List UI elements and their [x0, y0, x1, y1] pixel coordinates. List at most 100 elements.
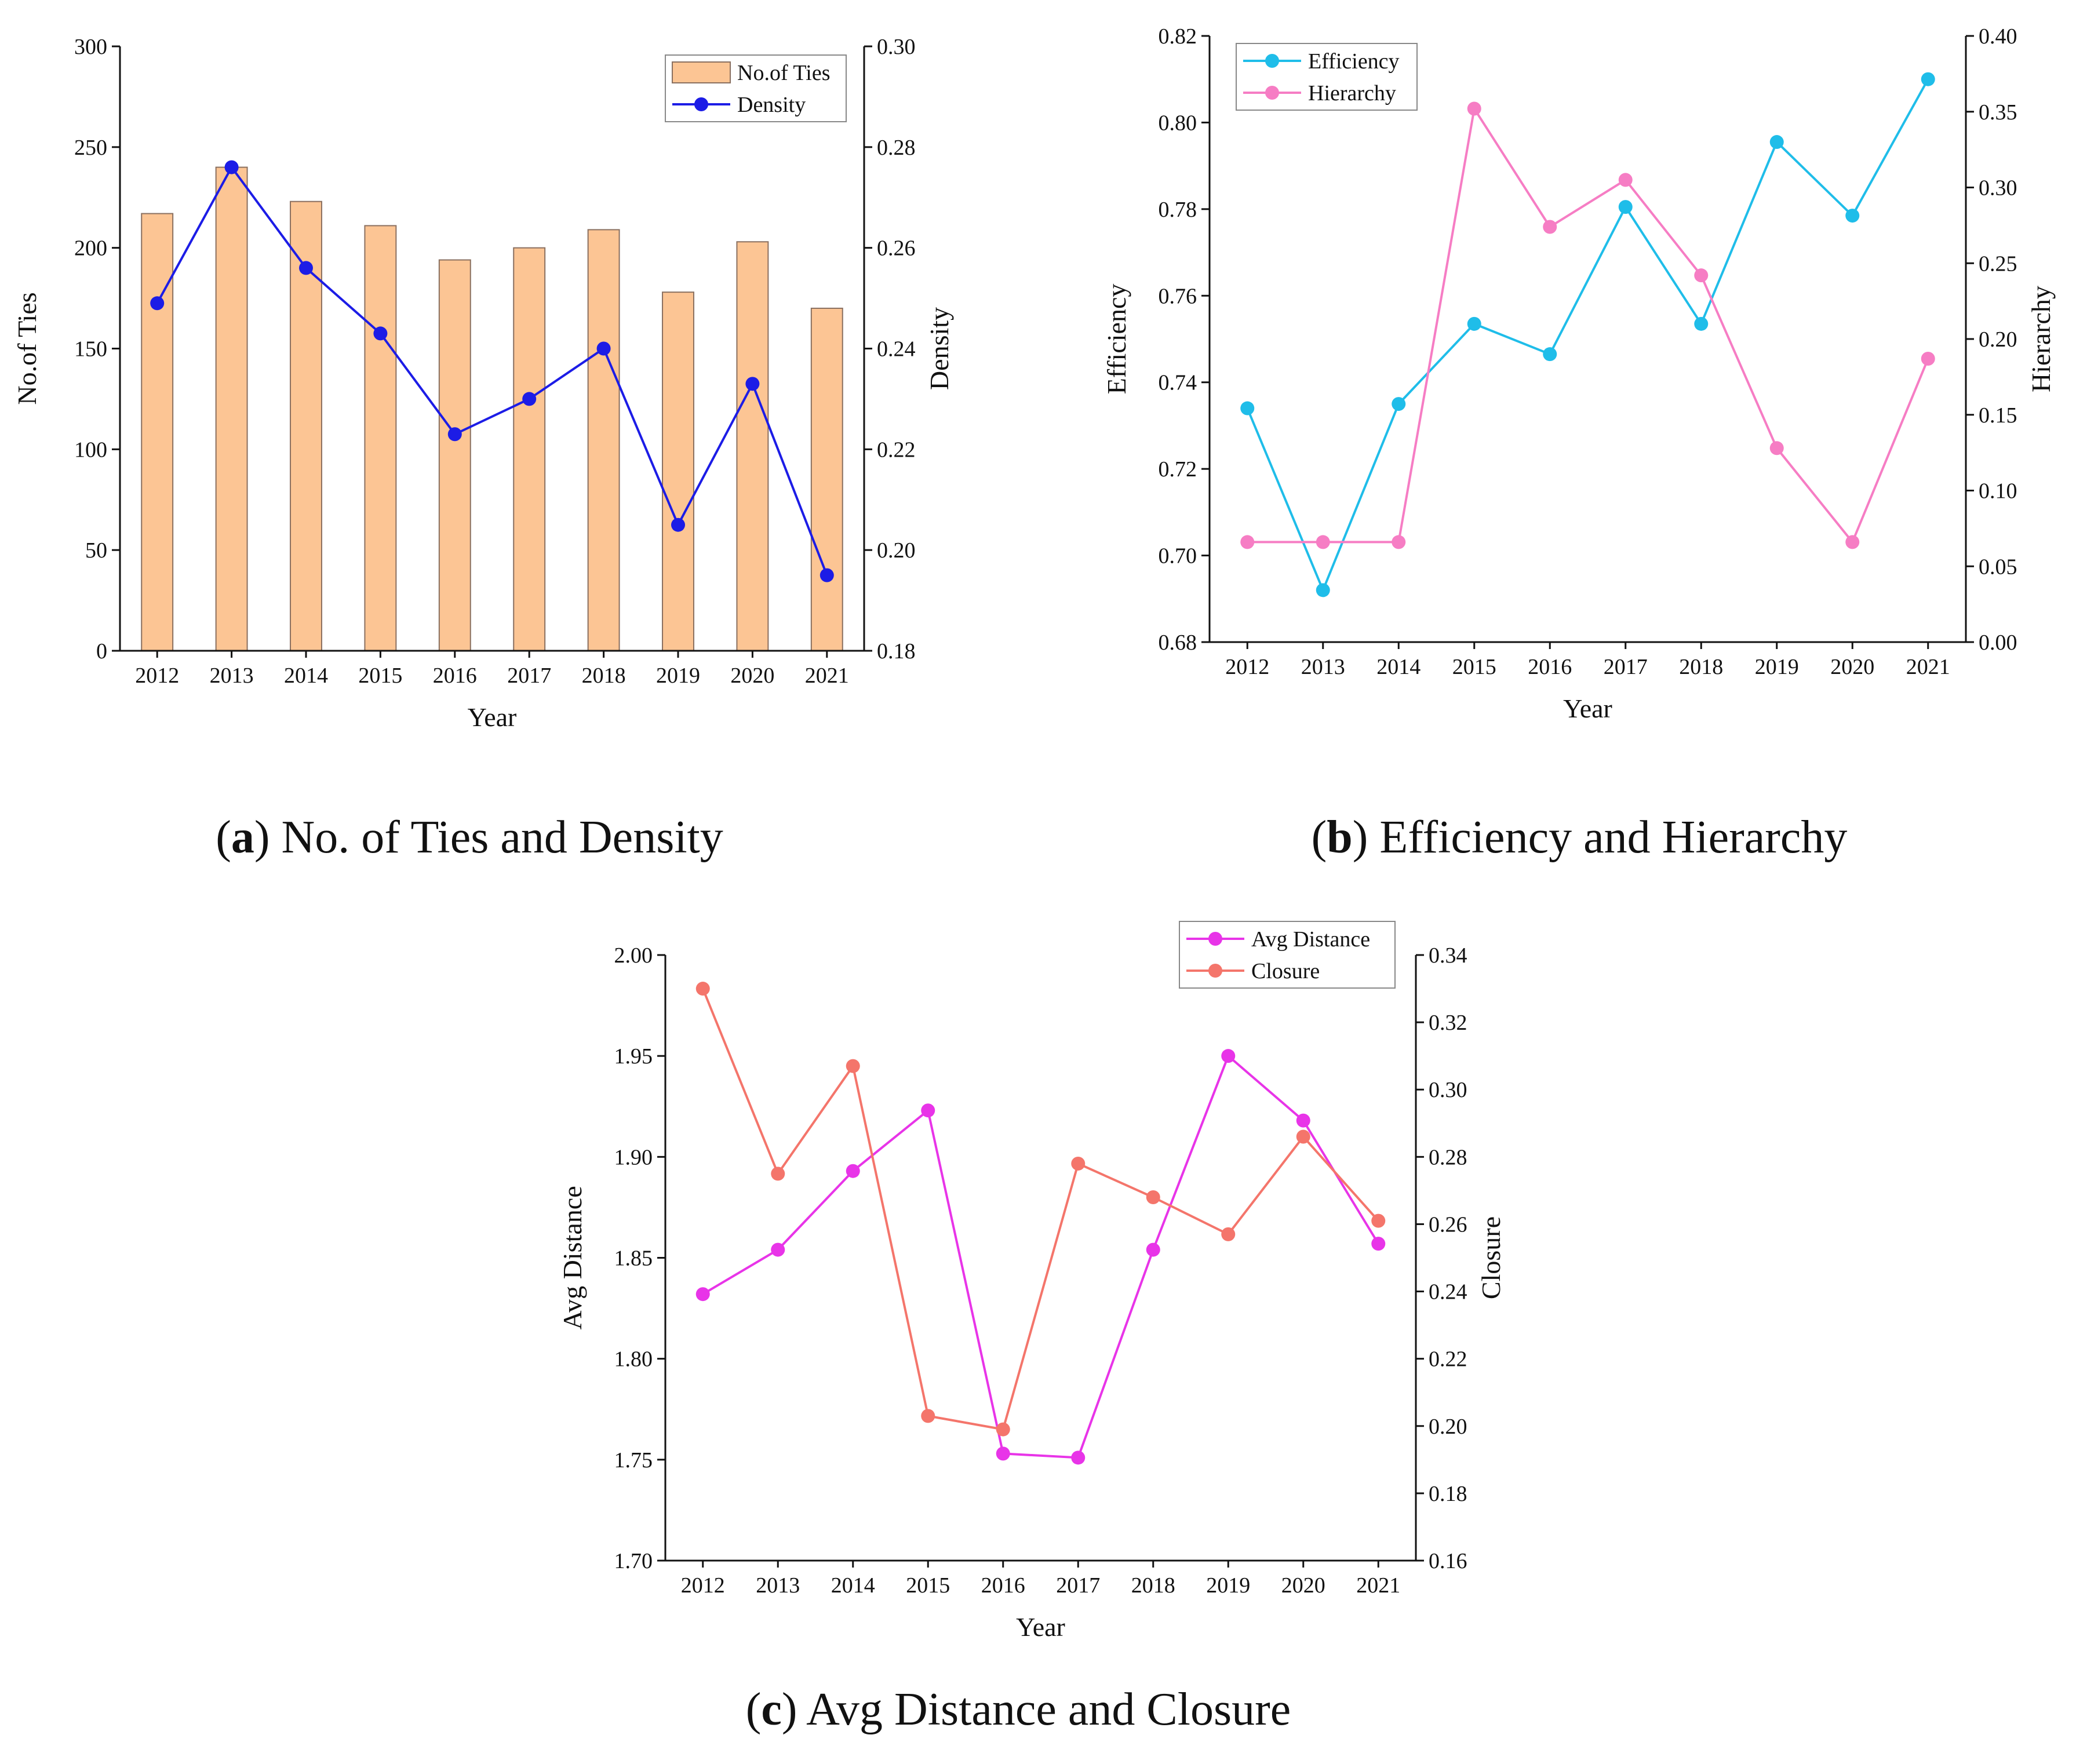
right-tick-label-b: 0.00: [1979, 630, 2017, 655]
point-a-2021: [819, 568, 834, 582]
legend-marker-a: [694, 97, 708, 111]
point-c-2017: [1071, 1156, 1086, 1171]
legend-box-b: [1236, 43, 1418, 111]
left-axis-title-b: Efficiency: [1102, 284, 1131, 395]
right-tick-label-a: 0.30: [877, 35, 916, 59]
right-tick-label-a: 0.20: [877, 538, 916, 563]
legend-marker-b: [1265, 86, 1279, 100]
point-b-2019: [1769, 135, 1784, 150]
left-tick-label-c: 1.85: [614, 1247, 653, 1271]
right-tick-label-c: 0.20: [1429, 1415, 1467, 1439]
x-tick-label-b: 2015: [1452, 655, 1496, 679]
left-tick-label-b: 0.80: [1159, 111, 1197, 135]
x-axis-title-a: Year: [468, 702, 517, 732]
x-tick-label-c: 2014: [831, 1573, 875, 1598]
x-tick-label-b: 2021: [1906, 655, 1950, 679]
point-b-2013: [1316, 535, 1330, 549]
right-tick-label-b: 0.05: [1979, 555, 2017, 579]
right-tick-label-c: 0.24: [1429, 1280, 1467, 1304]
x-tick-label-a: 2013: [210, 664, 254, 688]
x-tick-label-b: 2017: [1604, 655, 1648, 679]
left-tick-label-c: 1.95: [614, 1044, 653, 1069]
left-tick-label-a: 250: [74, 136, 107, 160]
left-tick-label-b: 0.74: [1159, 371, 1197, 395]
series-line-hierarchy: [1247, 105, 1929, 545]
point-a-2014: [299, 261, 313, 275]
point-c-2012: [695, 1287, 710, 1302]
left-tick-label-b: 0.70: [1159, 544, 1197, 568]
legend-swatch-a: [672, 61, 731, 83]
x-tick-label-a: 2015: [358, 664, 402, 688]
right-tick-label-c: 0.32: [1429, 1011, 1467, 1035]
right-tick-label-c: 0.30: [1429, 1078, 1467, 1102]
point-b-2014: [1392, 397, 1406, 411]
left-tick-label-a: 100: [74, 438, 107, 462]
x-tick-label-b: 2020: [1830, 655, 1874, 679]
point-b-2015: [1467, 101, 1481, 116]
left-axis-title-c: Avg Distance: [558, 1186, 587, 1329]
point-b-2016: [1543, 220, 1557, 234]
point-a-2015: [373, 326, 388, 341]
x-tick-label-c: 2015: [906, 1573, 950, 1598]
bar-a-2012: [141, 213, 174, 651]
x-axis-title-b: Year: [1563, 694, 1612, 723]
left-tick-label-a: 200: [74, 236, 107, 261]
series-line-avg-distance: [702, 1054, 1379, 1459]
bar-a-2013: [215, 166, 248, 652]
x-tick-label-c: 2021: [1356, 1573, 1400, 1598]
point-c-2019: [1221, 1227, 1236, 1241]
right-axis-title-b: Hierarchy: [2026, 286, 2056, 392]
point-c-2017: [1071, 1450, 1086, 1465]
legend-label-c: Avg Distance: [1251, 927, 1370, 952]
point-b-2019: [1769, 441, 1784, 455]
right-tick-label-a: 0.22: [877, 438, 916, 462]
right-tick-label-a: 0.24: [877, 337, 916, 362]
point-b-2020: [1845, 535, 1860, 549]
x-tick-label-b: 2014: [1376, 655, 1421, 679]
x-tick-label-c: 2019: [1206, 1573, 1250, 1598]
right-axis-title-a: Density: [924, 307, 954, 390]
right-tick-label-c: 0.18: [1429, 1482, 1467, 1506]
series-line-closure: [701, 988, 1379, 1431]
right-tick-label-b: 0.30: [1979, 176, 2017, 201]
legend-label-b: Efficiency: [1308, 49, 1400, 74]
point-b-2018: [1694, 268, 1709, 283]
point-c-2013: [771, 1242, 785, 1257]
right-axis-title-c: Closure: [1476, 1216, 1506, 1299]
right-tick-label-b: 0.20: [1979, 327, 2017, 352]
point-b-2012: [1240, 401, 1255, 416]
x-tick-label-c: 2016: [981, 1573, 1025, 1598]
caption-a: (a) No. of Ties and Density: [216, 812, 723, 863]
x-tick-label-c: 2020: [1281, 1573, 1325, 1598]
right-tick-label-b: 0.25: [1979, 252, 2017, 276]
x-tick-label-a: 2017: [507, 664, 551, 688]
bar-a-2021: [810, 307, 843, 651]
point-a-2019: [671, 517, 685, 532]
left-tick-label-c: 1.75: [614, 1448, 653, 1473]
point-c-2014: [846, 1164, 860, 1178]
point-b-2017: [1618, 173, 1633, 187]
point-c-2018: [1146, 1242, 1160, 1257]
legend-label-a: Density: [737, 93, 806, 117]
point-a-2018: [596, 341, 611, 356]
left-tick-label-c: 1.70: [614, 1549, 653, 1573]
x-tick-label-a: 2018: [582, 664, 626, 688]
point-c-2012: [695, 982, 710, 996]
x-tick-label-b: 2013: [1301, 655, 1345, 679]
right-tick-label-b: 0.10: [1979, 479, 2017, 504]
bar-a-2019: [662, 291, 694, 651]
x-tick-label-b: 2016: [1528, 655, 1572, 679]
point-c-2013: [771, 1167, 785, 1181]
chart-b-group: [1201, 35, 1974, 649]
point-c-2014: [846, 1059, 860, 1073]
point-a-2016: [447, 427, 462, 442]
caption-c: (c) Avg Distance and Closure: [745, 1684, 1291, 1735]
x-tick-label-a: 2012: [135, 664, 179, 688]
legend-marker-b: [1265, 54, 1279, 68]
bar-a-2016: [438, 259, 471, 651]
left-tick-label-a: 300: [74, 35, 107, 59]
x-tick-label-b: 2012: [1225, 655, 1269, 679]
legend-label-b: Hierarchy: [1308, 81, 1396, 105]
